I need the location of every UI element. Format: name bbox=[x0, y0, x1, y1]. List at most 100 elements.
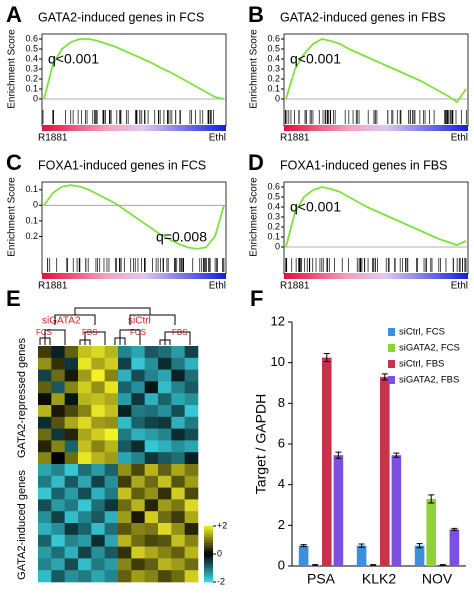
heat-cell bbox=[131, 428, 145, 441]
heat-cell bbox=[78, 416, 92, 429]
heat-cell bbox=[64, 558, 79, 571]
error-bar bbox=[381, 373, 388, 381]
rank-strip bbox=[42, 273, 226, 279]
heat-cell bbox=[131, 416, 145, 429]
heat-cell bbox=[51, 381, 65, 394]
colorbar-step bbox=[204, 528, 213, 532]
heat-cell bbox=[64, 570, 79, 583]
x-tick-label: NOV bbox=[422, 571, 453, 587]
heat-cell bbox=[51, 346, 65, 359]
y-tick-label: 2 bbox=[278, 517, 285, 532]
heat-cell bbox=[184, 357, 199, 370]
heat-cell bbox=[118, 475, 132, 488]
heat-cell bbox=[104, 428, 119, 441]
heat-cell bbox=[78, 558, 92, 571]
heat-cell bbox=[131, 405, 145, 418]
heat-cell bbox=[158, 452, 172, 465]
colorbar-label: +2 bbox=[217, 520, 227, 530]
axis-end-label: R1881 bbox=[280, 281, 310, 292]
heat-cell bbox=[158, 499, 172, 512]
heat-cell bbox=[91, 523, 105, 536]
heat-cell bbox=[118, 570, 132, 583]
heat-cell bbox=[131, 357, 145, 370]
heat-cell bbox=[171, 381, 185, 394]
heat-cell bbox=[78, 393, 92, 406]
y-tick-label: 0 bbox=[275, 241, 280, 251]
heat-cell bbox=[91, 428, 105, 441]
heat-cell bbox=[118, 416, 132, 429]
heat-cell bbox=[104, 405, 119, 418]
heat-cell bbox=[144, 546, 159, 559]
heat-cell bbox=[158, 558, 172, 571]
y-tick-label: 0.1 bbox=[25, 184, 38, 194]
heat-cell bbox=[64, 346, 79, 359]
bar bbox=[356, 545, 367, 566]
dendrogram bbox=[39, 307, 191, 345]
heat-cell bbox=[131, 534, 145, 547]
colorbar-step bbox=[204, 534, 213, 538]
heat-cell bbox=[104, 499, 119, 512]
enrichment-curve bbox=[285, 38, 467, 104]
panel-title: GATA2-induced genes in FCS bbox=[38, 10, 204, 24]
y-tick-label: 0 bbox=[33, 93, 38, 103]
heat-cell bbox=[118, 428, 132, 441]
heat-cell bbox=[131, 346, 145, 359]
heat-cell bbox=[91, 405, 105, 418]
group-label: siCtrl bbox=[128, 316, 151, 327]
colorbar-step bbox=[204, 554, 213, 558]
heat-cell bbox=[91, 346, 105, 359]
rank-strip bbox=[42, 125, 226, 131]
colorbar-label: -2 bbox=[217, 576, 225, 586]
heat-cell bbox=[144, 381, 159, 394]
enrichment-curve bbox=[43, 38, 225, 100]
heat-cell bbox=[64, 475, 79, 488]
heat-cell bbox=[158, 393, 172, 406]
colorbar-step bbox=[204, 579, 213, 583]
y-tick-label: 0.3 bbox=[267, 63, 280, 73]
heat-cell bbox=[91, 440, 105, 453]
heat-cell bbox=[144, 558, 159, 571]
heat-cell bbox=[118, 369, 132, 382]
heat-cell bbox=[118, 393, 132, 406]
enrichment-curve bbox=[285, 186, 467, 248]
heat-cell bbox=[91, 534, 105, 547]
colorbar-step bbox=[204, 570, 213, 574]
heat-cell bbox=[144, 405, 159, 418]
heat-cell bbox=[51, 487, 65, 500]
heat-cell bbox=[78, 440, 92, 453]
heat-cell bbox=[78, 369, 92, 382]
heat-cell bbox=[144, 464, 159, 477]
axis-end-label: R1881 bbox=[280, 133, 310, 144]
heat-cell bbox=[144, 523, 159, 536]
panel-title: FOXA1-induced genes in FCS bbox=[38, 158, 206, 172]
heat-cell bbox=[158, 346, 172, 359]
heat-cell bbox=[38, 523, 52, 536]
legend-swatch bbox=[388, 376, 395, 384]
heat-cell bbox=[64, 393, 79, 406]
heat-cell bbox=[171, 440, 185, 453]
legend-label: siGATA2, FBS bbox=[399, 375, 459, 386]
heat-cell bbox=[184, 381, 199, 394]
heat-cell bbox=[78, 546, 92, 559]
heat-cell bbox=[171, 416, 185, 429]
heat-cell bbox=[38, 534, 52, 547]
heat-cell bbox=[118, 381, 132, 394]
panel-letter: A bbox=[6, 2, 22, 27]
y-tick-label: 0.6 bbox=[267, 33, 280, 43]
panel-letter: D bbox=[248, 150, 264, 175]
heat-cell bbox=[158, 523, 172, 536]
heat-cell bbox=[51, 534, 65, 547]
axis-end-label: Ethl bbox=[451, 281, 468, 292]
colorbar-step bbox=[204, 537, 213, 541]
heat-cell bbox=[51, 570, 65, 583]
y-tick-label: 0.1 bbox=[25, 83, 38, 93]
error-bar bbox=[300, 544, 307, 548]
heat-cell bbox=[131, 440, 145, 453]
y-tick-label: 0.1 bbox=[267, 83, 280, 93]
heat-cell bbox=[104, 452, 119, 465]
heat-cell bbox=[158, 381, 172, 394]
heat-cell bbox=[171, 346, 185, 359]
heat-cell bbox=[118, 546, 132, 559]
y-axis-label: Enrichment Score bbox=[249, 177, 260, 257]
heat-cell bbox=[184, 475, 199, 488]
